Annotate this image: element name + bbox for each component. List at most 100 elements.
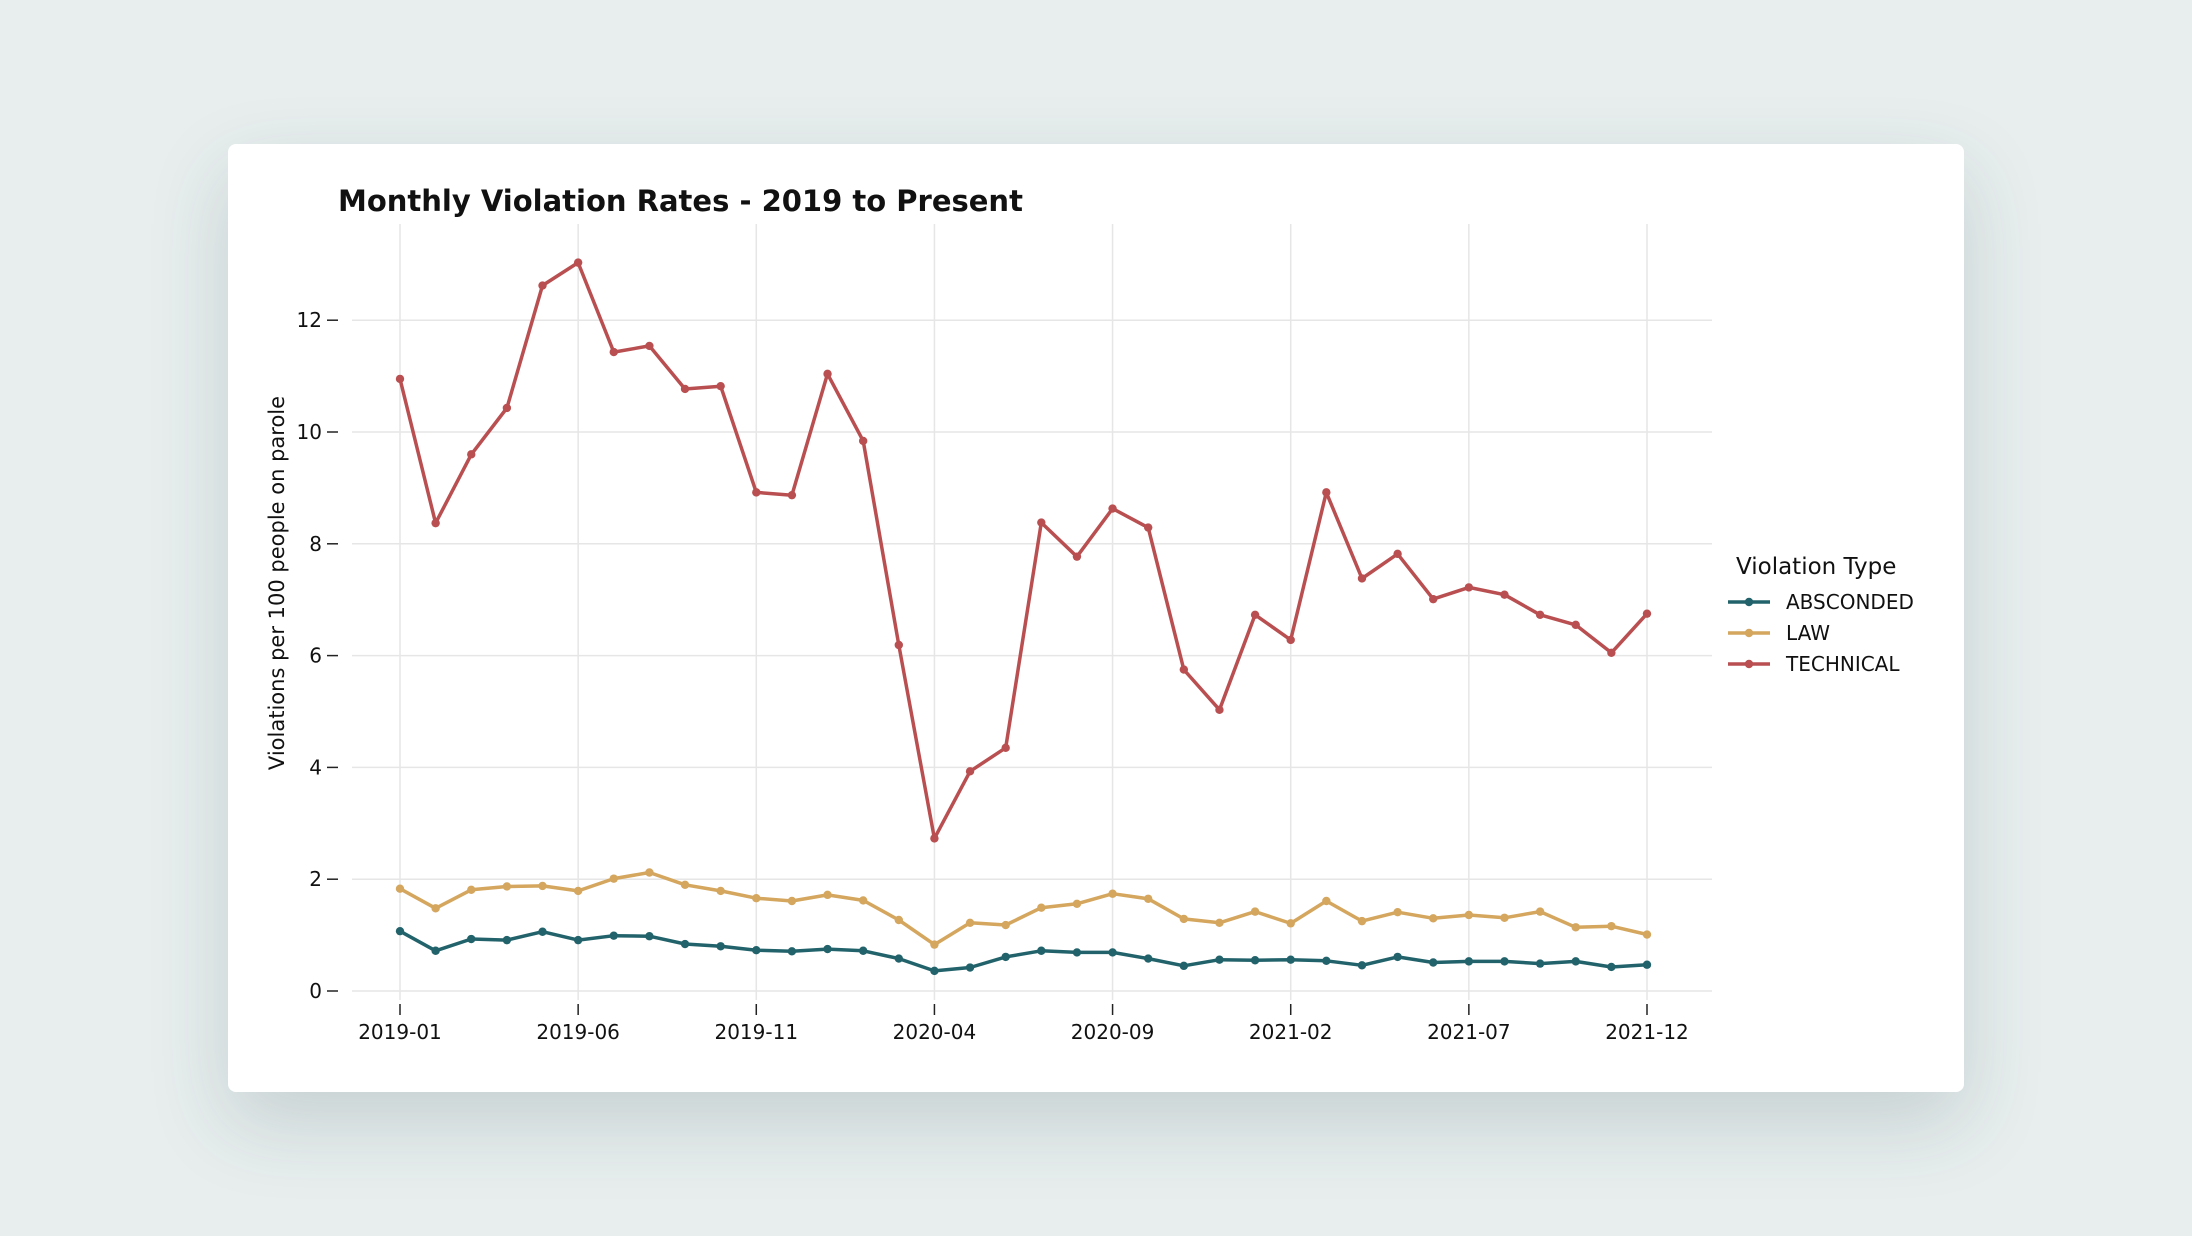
point-law [1250,907,1260,916]
point-absconded [1250,956,1260,965]
point-absconded [467,934,476,944]
point-law [1429,914,1438,923]
y-tick-label: 6 [309,644,322,668]
y-tick-label: 10 [297,420,322,444]
point-absconded [502,935,512,945]
point-technical [1215,705,1224,715]
point-technical [858,436,868,446]
point-law [538,881,547,891]
point-technical [1001,743,1010,753]
point-technical [645,341,654,351]
point-technical [787,490,797,500]
x-tick-label: 2020-04 [893,1020,977,1044]
x-tick-label: 2021-02 [1249,1020,1333,1044]
point-technical [573,258,583,267]
legend-swatch-absconded [1728,597,1770,606]
point-technical [716,381,725,391]
point-absconded [787,947,797,956]
point-technical [1393,549,1402,559]
point-technical [930,834,939,843]
point-law [395,884,405,893]
point-technical [502,403,512,413]
point-technical [1357,574,1367,583]
point-law [1144,894,1153,903]
point-absconded [752,945,761,955]
point-law [1571,923,1580,932]
point-technical [609,347,618,357]
point-absconded [894,954,903,963]
point-absconded [1108,948,1117,957]
point-absconded [1429,958,1438,967]
point-law [1357,916,1367,926]
series-line-absconded [399,929,1648,973]
legend-label: LAW [1786,620,1830,645]
y-tick-label: 8 [309,532,322,556]
point-law [1464,910,1474,920]
point-law [823,890,832,900]
legend-swatch-law [1728,628,1770,637]
point-technical [1535,610,1545,619]
point-law [1393,907,1402,917]
point-law [1322,896,1331,906]
point-absconded [1535,959,1545,968]
x-tick-label: 2019-01 [358,1020,442,1044]
point-technical [1179,665,1189,674]
point-technical [431,518,440,528]
point-absconded [1037,946,1046,955]
point-law [858,896,868,905]
x-tick-label: 2019-06 [536,1020,620,1044]
point-absconded [538,927,547,936]
point-absconded [1607,962,1616,972]
point-absconded [1179,961,1189,971]
point-absconded [680,939,690,949]
point-absconded [858,946,868,955]
series-line-law [399,870,1648,947]
point-law [1607,921,1616,931]
legend-label: TECHNICAL [1786,651,1900,676]
legend: Violation Type ABSCONDED LAW TECHNICAL [1726,554,1914,679]
y-axis-label: Violations per 100 people on parole [265,396,289,770]
legend-label: ABSCONDED [1786,589,1914,614]
point-absconded [609,931,618,940]
point-absconded [1464,957,1474,966]
point-technical [823,369,832,379]
point-absconded [1322,956,1331,966]
point-absconded [716,942,725,951]
point-technical [1144,523,1153,532]
point-absconded [573,935,583,945]
point-technical [1464,583,1474,592]
x-tick-label: 2021-07 [1427,1020,1511,1044]
y-tick-label: 2 [309,867,322,891]
point-law [1037,903,1046,912]
legend-item-technical: TECHNICAL [1726,648,1914,679]
point-law [1642,930,1652,939]
point-law [609,874,618,883]
point-law [716,886,725,896]
point-law [1001,920,1010,930]
x-tick-label: 2019-11 [714,1020,798,1044]
point-technical [1286,635,1295,645]
x-tick-label: 2021-12 [1605,1020,1689,1044]
point-law [930,940,939,949]
point-absconded [1500,957,1509,966]
point-absconded [1144,954,1153,963]
point-absconded [1393,952,1402,962]
point-technical [1500,590,1509,599]
legend-swatch-technical [1728,659,1770,668]
point-absconded [1571,957,1580,966]
point-law [1286,919,1295,928]
x-tick-label: 2020-09 [1071,1020,1155,1044]
point-technical [1429,594,1438,604]
point-absconded [645,932,654,941]
point-absconded [1215,955,1224,964]
point-law [1179,914,1189,924]
point-absconded [1357,961,1367,970]
point-absconded [1286,955,1295,964]
point-technical [395,374,405,384]
point-law [1535,907,1545,916]
point-law [1072,899,1082,908]
point-absconded [965,963,975,972]
point-law [1215,918,1224,928]
point-technical [538,281,547,290]
point-technical [1037,518,1046,527]
